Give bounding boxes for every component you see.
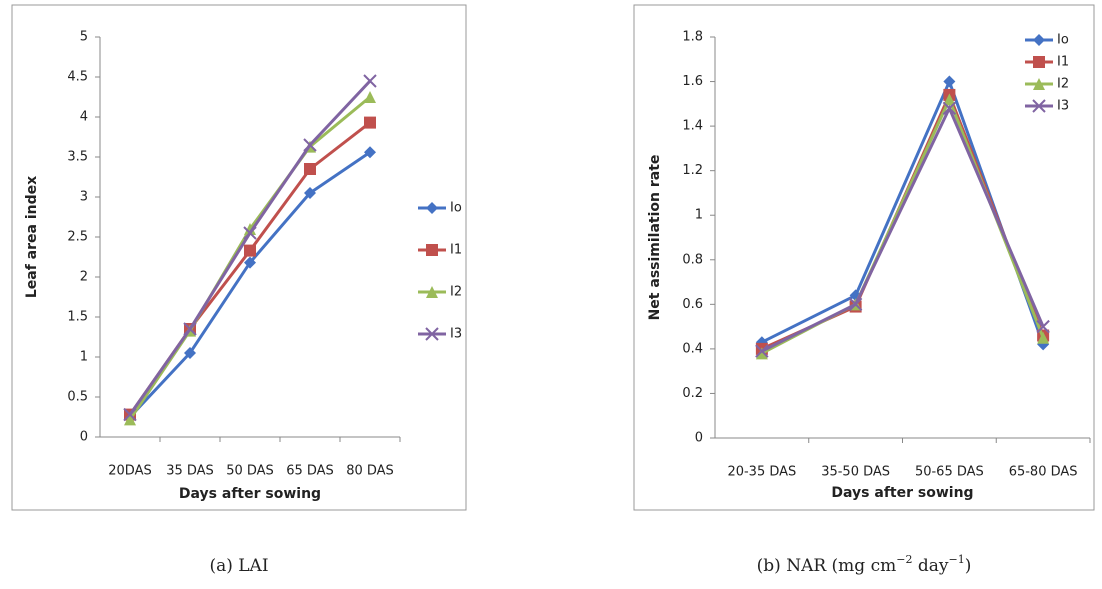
marker xyxy=(364,116,376,129)
y-tick-label: 1.4 xyxy=(682,119,703,134)
marker xyxy=(425,327,439,341)
caption-text: (a) LAI xyxy=(209,556,268,576)
y-tick-label: 0 xyxy=(695,431,703,446)
marker xyxy=(244,244,256,257)
y-tick-label: 5 xyxy=(80,30,88,45)
y-tick-label: 0.8 xyxy=(682,252,703,267)
marker xyxy=(363,74,377,88)
legend-label: I1 xyxy=(1057,55,1069,70)
marker xyxy=(426,244,438,256)
marker xyxy=(942,101,957,115)
marker xyxy=(1037,331,1050,344)
legend-label: I1 xyxy=(450,243,462,258)
x-tick-label: 20-35 DAS xyxy=(727,465,796,480)
x-tick-label: 65 DAS xyxy=(286,464,334,479)
y-tick-label: 4.5 xyxy=(67,70,88,85)
marker xyxy=(303,138,317,152)
marker xyxy=(1033,56,1045,68)
chart-frame xyxy=(633,4,1095,511)
y-tick-label: 0.4 xyxy=(682,341,703,356)
x-tick-label: 20DAS xyxy=(108,464,151,479)
marker xyxy=(943,93,956,106)
y-tick-label: 1 xyxy=(80,350,88,365)
x-axis-label: Days after sowing xyxy=(831,485,973,501)
marker xyxy=(755,344,769,358)
y-tick-label: 3 xyxy=(80,190,88,205)
x-tick-label: 65-80 DAS xyxy=(1009,465,1078,480)
legend-label: I2 xyxy=(450,285,462,300)
marker xyxy=(426,202,438,214)
legend-label: Io xyxy=(1057,33,1069,48)
marker xyxy=(123,407,137,422)
marker xyxy=(1033,78,1045,90)
marker xyxy=(426,286,438,298)
caption: (b) NAR (mg cm−2 day−1) xyxy=(757,553,972,576)
marker xyxy=(243,226,257,240)
y-tick-label: 1.8 xyxy=(682,30,703,45)
caption-text: day xyxy=(912,556,948,576)
marker xyxy=(364,91,376,103)
y-tick-label: 1.6 xyxy=(682,74,703,89)
legend-label: I3 xyxy=(1057,99,1069,114)
marker xyxy=(364,146,376,159)
x-tick-label: 50 DAS xyxy=(226,464,274,479)
y-tick-label: 0.5 xyxy=(67,390,88,405)
marker xyxy=(184,347,196,359)
y-axis-label: Net assimilation rate xyxy=(647,155,663,321)
y-tick-label: 3.5 xyxy=(67,150,88,165)
y-axis-label: Leaf area index xyxy=(24,176,40,298)
x-axis-label: Days after sowing xyxy=(179,486,321,502)
marker xyxy=(304,163,316,175)
legend-label: I3 xyxy=(450,327,462,342)
legend-label: Io xyxy=(450,201,462,216)
marker xyxy=(183,322,197,336)
y-tick-label: 1 xyxy=(695,208,703,223)
marker xyxy=(943,75,956,88)
caption-text: ) xyxy=(965,556,972,576)
series-line xyxy=(761,104,1045,353)
x-tick-label: 35 DAS xyxy=(166,464,214,479)
x-tick-label: 35-50 DAS xyxy=(821,465,890,480)
y-tick-label: 0 xyxy=(80,430,88,445)
y-tick-label: 0.6 xyxy=(682,297,703,312)
y-tick-label: 1.2 xyxy=(682,163,703,178)
marker xyxy=(1033,34,1045,46)
caption-superscript: −1 xyxy=(948,553,964,566)
marker xyxy=(1032,99,1046,113)
marker xyxy=(124,413,136,426)
y-tick-label: 2 xyxy=(80,270,88,285)
legend-label: I2 xyxy=(1057,77,1069,92)
marker xyxy=(755,347,768,360)
caption: (a) LAI xyxy=(209,556,268,576)
y-tick-label: 4 xyxy=(80,110,88,125)
caption-text: (b) NAR (mg cm xyxy=(757,556,897,576)
x-tick-label: 80 DAS xyxy=(346,464,394,479)
marker xyxy=(304,187,316,199)
marker xyxy=(848,297,863,312)
x-tick-label: 50-65 DAS xyxy=(915,465,984,480)
marker xyxy=(1036,319,1050,334)
caption-superscript: −2 xyxy=(896,553,912,566)
y-tick-label: 1.5 xyxy=(67,310,88,325)
y-tick-label: 2.5 xyxy=(67,230,88,245)
marker xyxy=(244,256,256,269)
marker xyxy=(244,223,256,235)
y-tick-label: 0.2 xyxy=(682,386,703,401)
chart-frame xyxy=(11,4,467,511)
